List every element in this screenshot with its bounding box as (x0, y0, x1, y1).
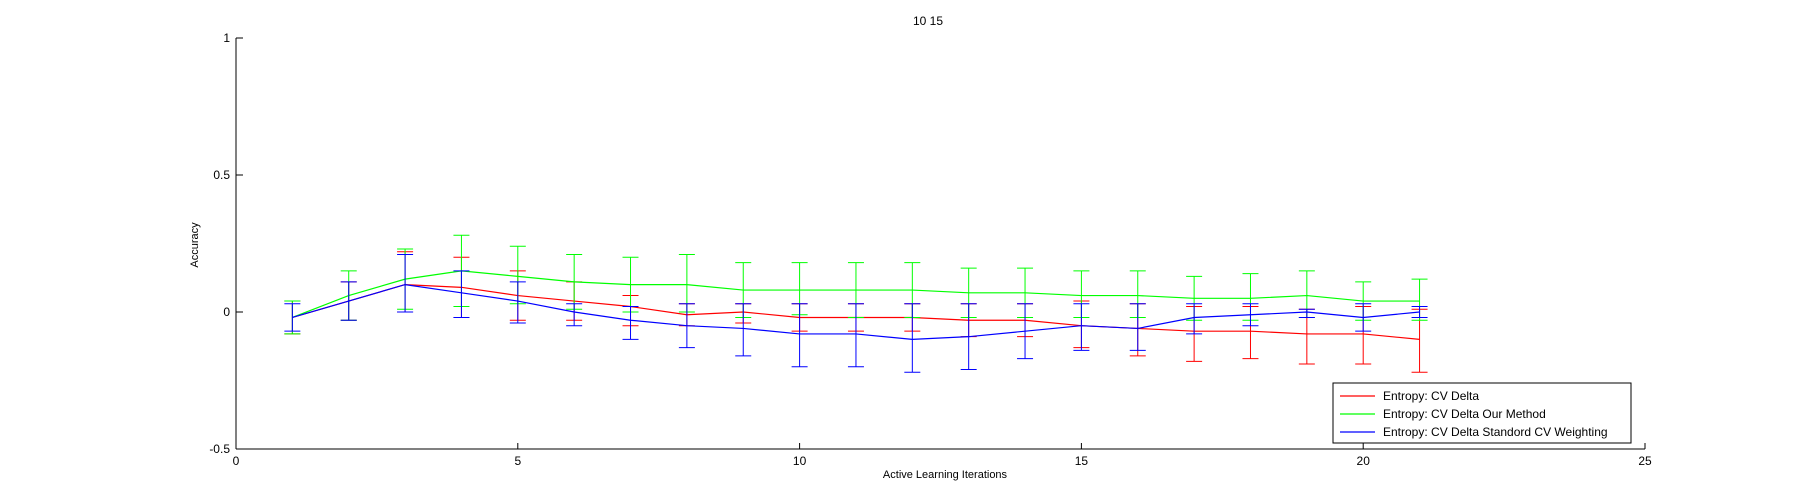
error-bar (1129, 303, 1146, 351)
error-bar (284, 303, 301, 332)
error-bar (509, 281, 526, 324)
chart-title: 10 15 (913, 14, 943, 28)
axes: 0 5 10 15 20 25-0.500.51 (209, 31, 1652, 468)
error-bar (453, 270, 470, 318)
error-bar (1411, 306, 1428, 318)
legend-item: Entropy: CV Delta Our Method (1340, 407, 1546, 421)
y-tick-label: 0 (223, 305, 230, 319)
error-bar (397, 253, 414, 313)
x-tick-label: 5 (514, 454, 521, 468)
error-bar (1186, 303, 1203, 335)
y-axis-title: Accuracy (189, 222, 201, 268)
error-bar (566, 303, 583, 327)
error-bar (340, 281, 357, 321)
x-tick-label: 0 (233, 454, 240, 468)
series-3 (284, 253, 1428, 373)
legend-box (1332, 382, 1632, 444)
legend: Entropy: CV Delta Entropy: CV Delta Our M… (1332, 382, 1632, 444)
error-bar (847, 303, 864, 368)
error-bar (1355, 303, 1372, 332)
x-tick-label: 25 (1638, 454, 1652, 468)
y-tick-label: -0.5 (209, 442, 230, 456)
series-layer (284, 234, 1428, 373)
y-tick-label: 0.5 (213, 168, 230, 182)
error-bar (1017, 303, 1034, 360)
error-bar (960, 303, 977, 371)
legend-label: Entropy: CV Delta Standord CV Weighting (1383, 425, 1608, 439)
legend-item: Entropy: CV Delta Standord CV Weighting (1340, 425, 1608, 439)
legend-item: Entropy: CV Delta (1340, 389, 1479, 403)
x-tick-label: 10 (793, 454, 807, 468)
error-bar (791, 303, 808, 368)
error-bar (622, 306, 639, 340)
x-axis-title: Active Learning Iterations (883, 469, 1008, 481)
x-tick-label: 15 (1075, 454, 1089, 468)
error-bar (1073, 303, 1090, 351)
error-bar (1298, 308, 1315, 318)
y-tick-label: 1 (223, 31, 230, 45)
x-tick-label: 20 (1357, 454, 1371, 468)
error-bar (904, 303, 921, 373)
legend-label: Entropy: CV Delta (1383, 389, 1479, 403)
error-bar (1242, 303, 1259, 327)
error-bar (678, 303, 695, 349)
error-bar (735, 303, 752, 357)
legend-label: Entropy: CV Delta Our Method (1383, 407, 1546, 421)
